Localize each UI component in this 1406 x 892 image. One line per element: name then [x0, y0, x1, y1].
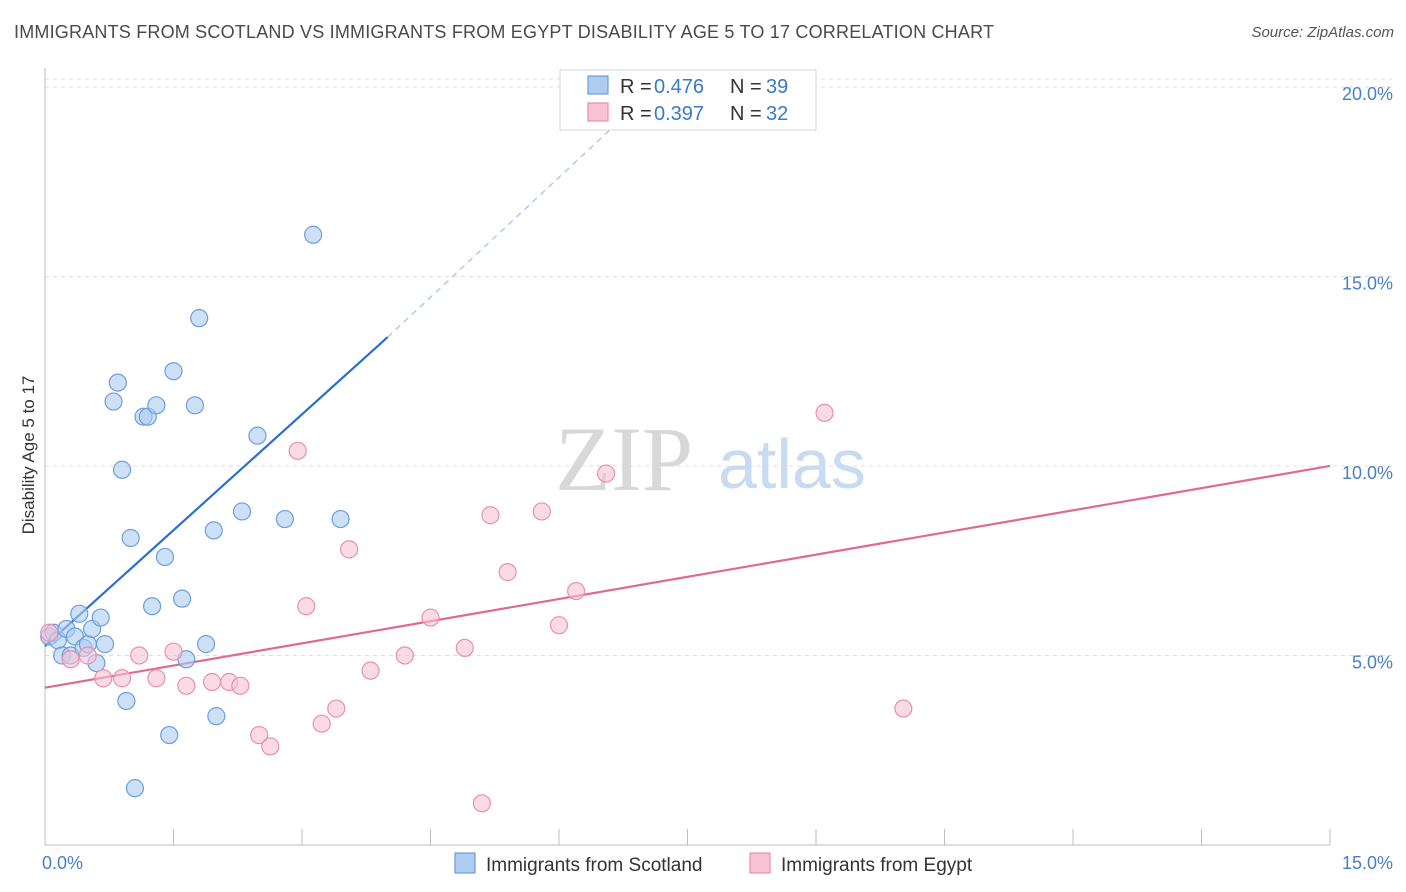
- point-scotland: [164, 362, 183, 381]
- point-egypt: [78, 646, 97, 665]
- legend-r-label-2: R =: [620, 103, 652, 125]
- point-egypt: [202, 672, 222, 692]
- point-scotland: [142, 597, 162, 616]
- point-scotland: [104, 392, 123, 411]
- point-egypt: [455, 638, 474, 658]
- series-legend: Immigrants from Scotland Immigrants from…: [454, 852, 973, 876]
- correlation-legend: R = 0.476 N = 39 R = 0.397 N = 32: [559, 69, 817, 131]
- point-egypt: [177, 676, 196, 695]
- legend-swatch-scotland: [587, 75, 609, 95]
- point-scotland: [95, 635, 115, 654]
- point-scotland: [185, 396, 205, 415]
- y-tick-label: 10.0%: [1342, 463, 1393, 483]
- point-egypt: [361, 661, 380, 680]
- trend-lines: [44, 113, 1331, 689]
- point-egypt: [815, 403, 834, 423]
- point-egypt: [567, 581, 586, 601]
- point-scotland: [304, 225, 323, 244]
- trend-line-egypt: [44, 464, 1331, 689]
- watermark-zip: ZIP: [555, 408, 693, 510]
- point-scotland: [121, 528, 140, 548]
- point-egypt: [532, 502, 551, 521]
- point-egypt: [250, 725, 269, 745]
- point-scotland: [91, 608, 110, 627]
- watermark-atlas: atlas: [718, 425, 866, 503]
- point-egypt: [340, 540, 359, 559]
- point-egypt: [894, 699, 913, 718]
- point-egypt: [61, 650, 80, 669]
- legend-swatch-egypt: [587, 102, 609, 122]
- point-egypt: [421, 608, 440, 627]
- point-egypt: [164, 642, 183, 661]
- legend-n-value-1: 39: [766, 76, 788, 98]
- point-scotland: [204, 521, 223, 540]
- point-egypt: [395, 646, 414, 665]
- point-egypt: [40, 623, 59, 642]
- legend-r-value-2: 0.397: [654, 103, 704, 125]
- legend-n-value-2: 32: [766, 103, 788, 125]
- point-scotland: [70, 604, 89, 623]
- source-label: Source: ZipAtlas.com: [1251, 24, 1394, 41]
- x-tick-label: 0.0%: [42, 853, 83, 873]
- point-egypt: [261, 737, 280, 756]
- legend-r-value-1: 0.476: [654, 76, 704, 98]
- point-scotland: [117, 691, 136, 711]
- point-scotland: [207, 707, 226, 726]
- trend-line-scotland-extrapolated: [387, 113, 628, 338]
- point-scotland: [275, 509, 294, 529]
- point-scotland: [147, 396, 166, 415]
- point-egypt: [297, 597, 316, 616]
- chart-title: IMMIGRANTS FROM SCOTLAND VS IMMIGRANTS F…: [14, 22, 995, 42]
- point-egypt: [288, 441, 307, 460]
- grid: [45, 78, 1392, 656]
- point-scotland: [112, 460, 132, 479]
- legend-n-label-1: N =: [730, 76, 762, 98]
- y-axis-label: Disability Age 5 to 17: [19, 376, 38, 535]
- legend-r-label-1: R =: [620, 76, 652, 98]
- point-egypt: [472, 794, 491, 813]
- series-legend-label-scotland: Immigrants from Scotland: [486, 855, 702, 876]
- point-scotland: [155, 547, 175, 567]
- point-egypt: [147, 669, 166, 688]
- series-legend-swatch-egypt: [749, 852, 771, 874]
- point-egypt: [130, 646, 149, 665]
- series-legend-swatch-scotland: [454, 852, 476, 874]
- point-egypt: [498, 563, 517, 582]
- point-egypt: [231, 676, 250, 695]
- point-egypt: [549, 616, 569, 635]
- y-tick-label: 5.0%: [1352, 652, 1393, 672]
- point-egypt: [327, 699, 346, 718]
- y-tick-label: 20.0%: [1342, 84, 1393, 104]
- point-egypt: [312, 714, 331, 733]
- point-egypt: [597, 464, 616, 483]
- point-scotland: [160, 725, 179, 745]
- watermark: ZIP atlas: [555, 408, 866, 510]
- data-points: [40, 225, 913, 813]
- point-scotland: [248, 426, 267, 445]
- series-legend-label-egypt: Immigrants from Egypt: [781, 855, 973, 876]
- point-scotland: [331, 509, 350, 529]
- axes: 5.0% 10.0% 15.0% 20.0% 0.0% 15.0%: [42, 68, 1393, 873]
- point-scotland: [190, 309, 209, 328]
- point-scotland: [232, 502, 252, 521]
- point-egypt: [94, 669, 113, 688]
- point-scotland: [125, 779, 145, 798]
- point-egypt: [112, 669, 132, 688]
- point-scotland: [108, 373, 127, 392]
- point-scotland: [172, 589, 192, 608]
- point-scotland: [196, 635, 216, 654]
- point-egypt: [481, 506, 500, 525]
- x-tick-label: 15.0%: [1342, 853, 1393, 873]
- legend-n-label-2: N =: [730, 103, 762, 125]
- y-tick-label: 15.0%: [1342, 273, 1393, 293]
- trend-line-scotland: [44, 336, 389, 647]
